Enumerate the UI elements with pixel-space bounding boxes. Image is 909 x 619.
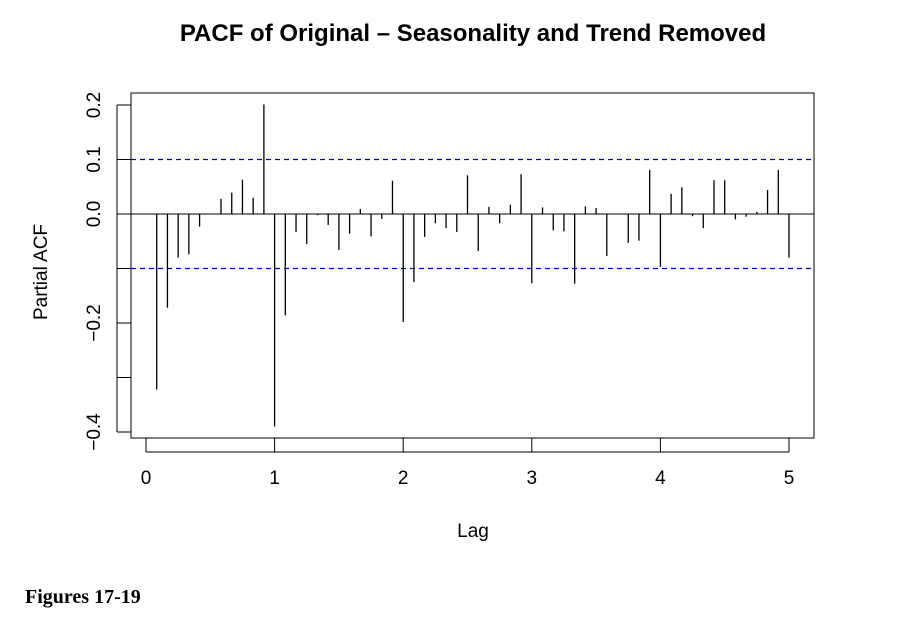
figure-caption: Figures 17-19 — [25, 586, 141, 608]
x-tick-label: 2 — [398, 468, 409, 489]
plot-frame — [130, 92, 815, 439]
x-tick-label: 4 — [655, 468, 666, 489]
y-tick-label: 0.0 — [84, 201, 105, 227]
x-tick-label: 1 — [269, 468, 280, 489]
plot-area: 0 1 2 3 4 5 −0.4 −0.2 0.0 0.1 0.2 — [84, 92, 815, 489]
y-axis-label: Partial ACF — [31, 224, 52, 320]
x-axis-label: Lag — [457, 521, 489, 542]
x-tick-label: 5 — [784, 468, 795, 489]
y-tick-label: 0.2 — [84, 92, 105, 118]
y-tick-label: −0.4 — [84, 413, 105, 451]
y-tick-label: −0.2 — [84, 304, 105, 342]
y-tick-label: 0.1 — [84, 146, 105, 172]
x-tick-label: 3 — [527, 468, 538, 489]
x-tick-label: 0 — [141, 468, 152, 489]
chart-title: PACF of Original – Seasonality and Trend… — [180, 20, 766, 47]
